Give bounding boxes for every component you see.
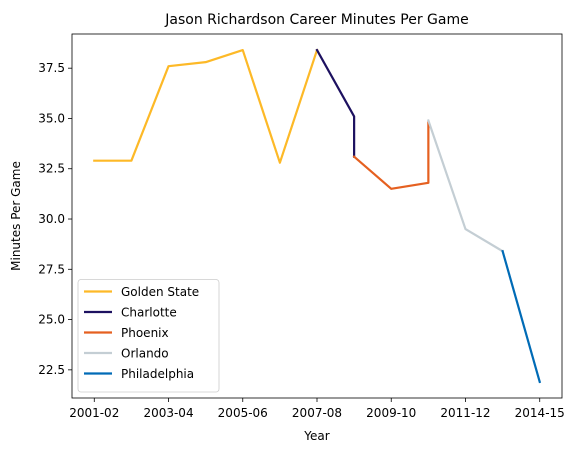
y-tick-label: 37.5 bbox=[38, 61, 65, 75]
x-tick-label: 2014-15 bbox=[515, 406, 565, 420]
series-line-phoenix bbox=[352, 121, 430, 190]
x-axis: 2001-02 2003-04 2005-06 2007-08 2009-10 2011-… bbox=[69, 398, 565, 420]
series-line-philadelphia bbox=[501, 249, 542, 384]
x-tick-label: 2009-10 bbox=[366, 406, 416, 420]
x-tick-label: 2003-04 bbox=[143, 406, 193, 420]
y-axis-title: Minutes Per Game bbox=[9, 161, 23, 271]
legend-label: Charlotte bbox=[121, 306, 177, 320]
y-tick-label: 27.5 bbox=[38, 262, 65, 276]
x-tick-label: 2007-08 bbox=[292, 406, 342, 420]
legend-frame bbox=[77, 279, 220, 393]
x-tick-label: 2011-12 bbox=[440, 406, 490, 420]
series-layer bbox=[93, 48, 542, 384]
series-line-orlando bbox=[426, 119, 505, 253]
y-tick-label: 30.0 bbox=[38, 212, 65, 226]
y-tick-label: 25.0 bbox=[38, 313, 65, 327]
x-axis-title: Year bbox=[303, 429, 329, 443]
series-line-golden-state bbox=[93, 48, 319, 164]
legend-label: Philadelphia bbox=[121, 367, 194, 381]
x-tick-label: 2001-02 bbox=[69, 406, 119, 420]
y-axis: 22.5 25.0 27.5 30.0 32.5 35.0 37.5 bbox=[38, 61, 72, 377]
series-line-charlotte bbox=[315, 48, 356, 158]
legend-label: Orlando bbox=[121, 347, 169, 361]
legend-label: Phoenix bbox=[121, 326, 169, 340]
chart-title: Jason Richardson Career Minutes Per Game bbox=[164, 12, 468, 28]
y-tick-label: 32.5 bbox=[38, 162, 65, 176]
y-tick-label: 35.0 bbox=[38, 111, 65, 125]
y-tick-label: 22.5 bbox=[38, 363, 65, 377]
x-tick-label: 2005-06 bbox=[218, 406, 268, 420]
legend: Golden State Charlotte Phoenix Orlando Phila… bbox=[77, 279, 220, 393]
legend-label: Golden State bbox=[121, 285, 199, 299]
